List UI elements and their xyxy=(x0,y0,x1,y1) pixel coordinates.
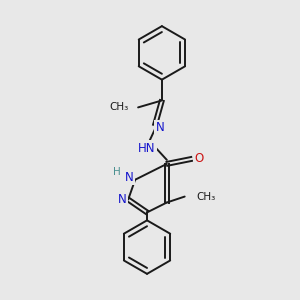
Text: CH₃: CH₃ xyxy=(196,192,216,202)
Text: CH₃: CH₃ xyxy=(109,102,128,112)
Text: HN: HN xyxy=(138,142,156,154)
Text: N: N xyxy=(118,193,127,206)
Text: H: H xyxy=(113,167,121,177)
Text: N: N xyxy=(155,121,164,134)
Text: O: O xyxy=(194,152,203,165)
Text: N: N xyxy=(125,171,134,184)
